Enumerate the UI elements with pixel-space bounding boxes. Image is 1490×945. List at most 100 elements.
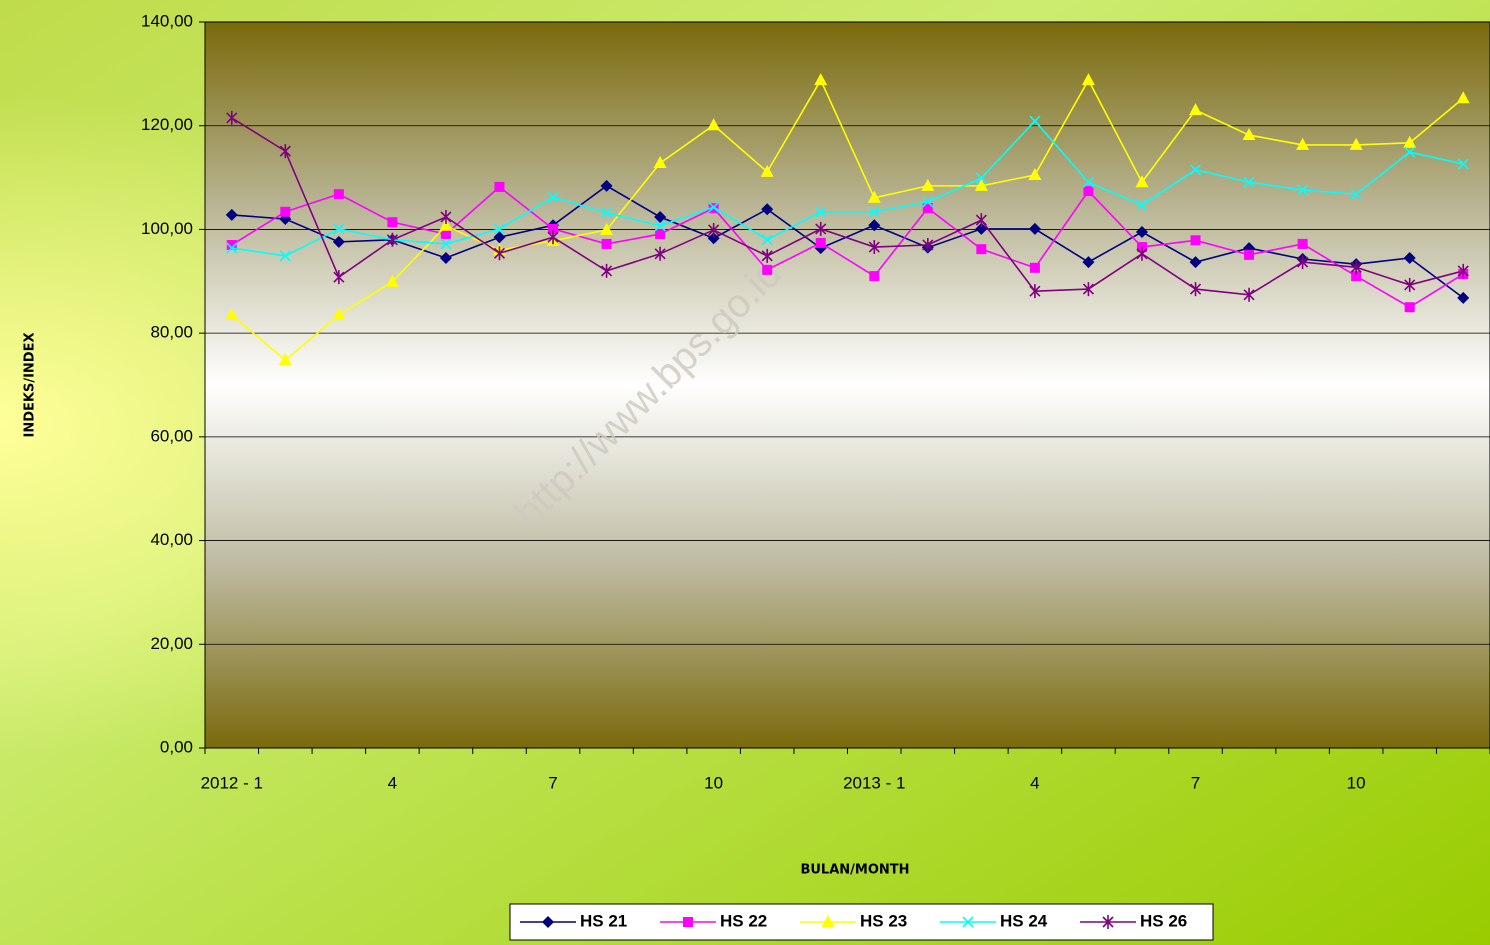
marker [440,209,452,224]
marker [1457,158,1469,170]
marker [815,206,827,218]
y-tick-label: 120,00 [141,115,193,134]
marker [1082,176,1095,188]
marker [1243,287,1255,302]
marker [655,229,666,240]
marker [278,353,292,366]
marker [1349,137,1363,150]
series [226,115,1469,262]
marker [708,222,720,237]
marker [868,219,881,232]
marker [654,210,667,223]
marker [761,203,774,216]
y-tick-label: 60,00 [150,426,193,445]
marker [1136,246,1148,261]
x-tick-label: 7 [548,773,557,792]
marker [600,207,613,219]
marker [814,73,828,86]
marker [962,916,974,928]
marker [1242,128,1256,141]
marker [1189,256,1202,269]
marker [1403,251,1416,264]
marker [279,250,291,262]
marker [1244,249,1255,260]
series [225,73,1470,366]
y-tick-label: 140,00 [141,11,193,30]
series-line [231,78,1464,362]
marker [922,237,934,252]
marker [440,229,451,240]
marker [387,217,398,228]
marker [1083,186,1094,197]
y-tick-label: 20,00 [150,634,193,653]
marker [868,240,880,255]
legend: HS 21 HS 22 HS 23 HS 24 HS 26 [520,911,1187,930]
marker [1082,282,1095,297]
marker [439,251,452,264]
marker [815,221,827,236]
marker [1135,226,1148,239]
marker [1297,238,1308,249]
series-group [225,73,1470,366]
y-tick-label: 40,00 [150,530,193,549]
marker [1081,73,1095,86]
marker [493,231,506,244]
series-line [231,117,1464,296]
marker [1029,115,1041,127]
marker [975,213,987,228]
marker [762,264,773,275]
marker [225,208,238,221]
marker [1297,184,1309,196]
series-line [231,119,1464,257]
x-tick-label: 10 [704,773,723,792]
marker [683,917,693,927]
marker [974,178,988,191]
marker [1243,176,1255,188]
x-tick-label: 10 [1347,773,1366,792]
marker [821,915,835,927]
marker [1350,188,1362,200]
marker [922,196,934,208]
y-tick-label: 100,00 [141,219,193,238]
marker [226,242,238,254]
marker [600,222,614,235]
marker [1190,235,1201,246]
grid: 0,00 20,00 40,00 60,00 80,00 100,00 120,00 140,… [141,11,1490,792]
marker [332,235,345,248]
marker [1029,262,1040,273]
y-tick-label: 80,00 [150,323,193,342]
marker [975,222,988,235]
marker [600,179,613,192]
marker [225,307,239,320]
marker [1457,263,1469,278]
marker [1189,282,1202,297]
marker [226,110,238,125]
marker [1136,199,1148,211]
marker [333,223,345,235]
marker [439,218,453,231]
marker [869,271,880,282]
y-tick-label: 0,00 [160,737,193,756]
marker [1028,167,1042,180]
marker [493,223,506,235]
marker [761,248,773,263]
marker [385,274,399,287]
legend-label: HS 26 [1140,911,1187,930]
x-axis-title: BULAN/MONTH [800,863,909,878]
marker [226,239,237,250]
marker [1404,302,1415,313]
marker [332,307,346,320]
marker [1404,146,1416,158]
marker [280,206,291,217]
x-tick-label: 2012 - 1 [201,773,263,792]
marker [708,201,720,213]
marker [547,230,559,245]
marker [601,238,612,249]
series [226,181,1469,313]
marker [1082,256,1095,269]
legend-label: HS 23 [860,911,907,930]
marker [1457,291,1470,304]
marker [654,246,666,261]
